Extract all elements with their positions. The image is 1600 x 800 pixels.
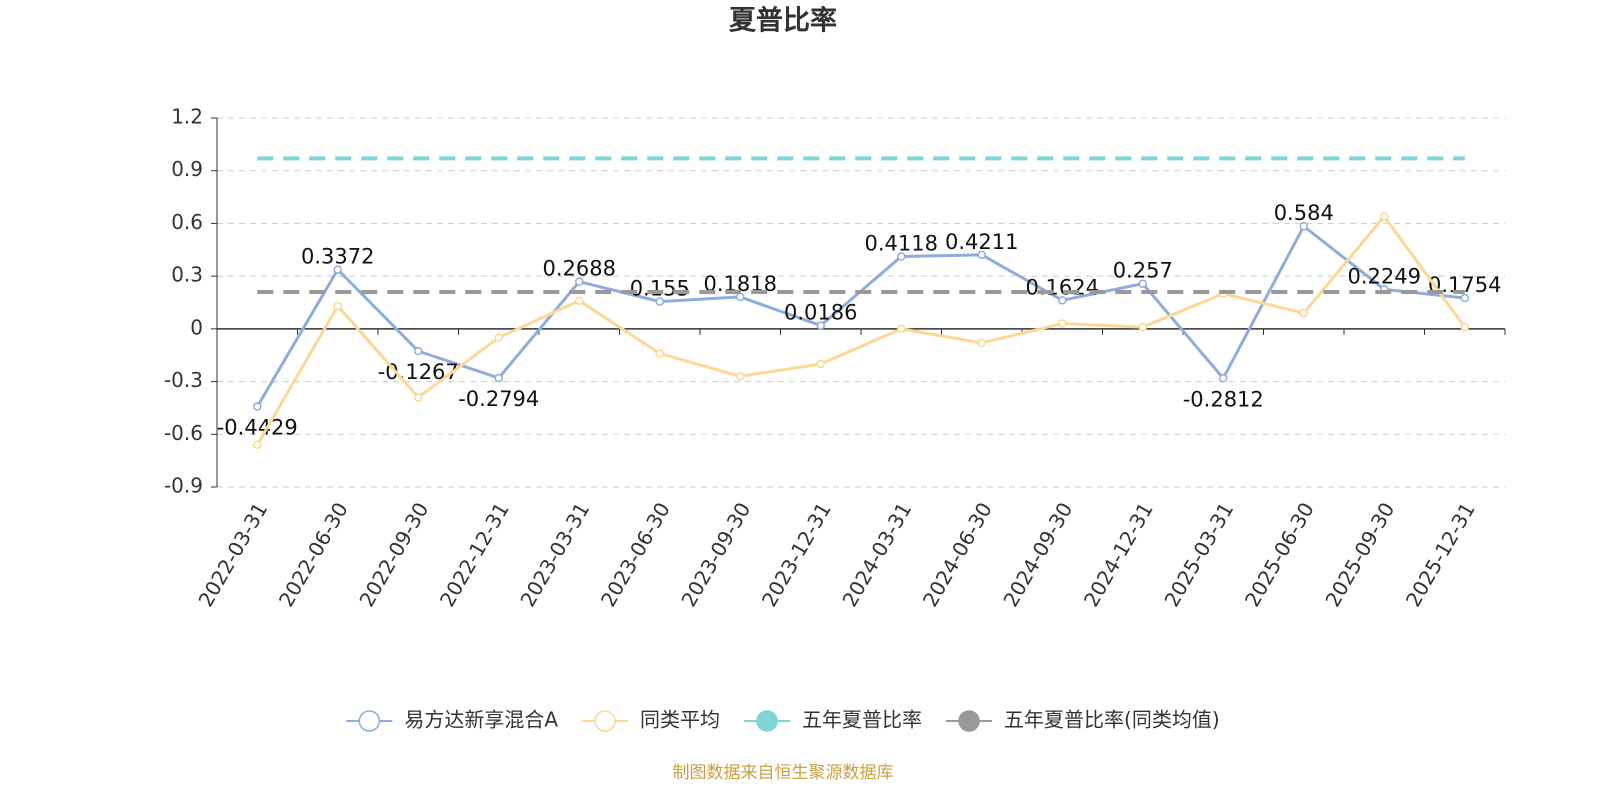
point — [897, 252, 906, 261]
data-label: -0.1267 — [378, 360, 459, 384]
footer: 制图数据来自恒生聚源数据库 — [673, 763, 894, 783]
x-tick-label: 2023-12-31 — [757, 498, 836, 611]
x-tick-label: 2023-03-31 — [515, 498, 594, 611]
y-tick-label: 0.6 — [171, 210, 203, 234]
x-tick-label: 2024-09-30 — [998, 498, 1077, 611]
point — [816, 321, 825, 330]
point — [575, 296, 584, 305]
point — [977, 338, 986, 348]
point — [977, 250, 986, 260]
y-tick-label: 0 — [190, 315, 203, 339]
y-tick-label: 0.3 — [171, 263, 203, 287]
y-tick-label: -0.6 — [164, 421, 203, 445]
point — [1299, 308, 1308, 318]
data-label: -0.4429 — [217, 416, 298, 440]
y-tick-label: 1.2 — [171, 105, 203, 129]
point — [1138, 279, 1147, 288]
legend-icon — [594, 710, 616, 732]
data-label: 0.4118 — [865, 231, 938, 255]
data-label: 0.2249 — [1348, 264, 1421, 288]
data-label: 0.3372 — [301, 245, 374, 269]
point — [655, 297, 664, 306]
y-tick-label: -0.3 — [164, 368, 203, 392]
legend-label[interactable]: 易方达新享混合A — [404, 708, 558, 732]
legend-icon — [958, 710, 980, 732]
data-label: 0.4211 — [945, 230, 1018, 254]
x-tick-label: 2024-12-31 — [1079, 498, 1158, 611]
data-label: 0.0186 — [784, 301, 857, 325]
data-label: 0.155 — [630, 277, 690, 301]
point — [575, 277, 584, 286]
point — [253, 440, 262, 450]
point — [1299, 221, 1308, 231]
legend-icon — [358, 710, 381, 732]
x-tick-label: 2023-06-30 — [596, 498, 675, 611]
x-tick-label: 2022-03-31 — [193, 498, 272, 611]
x-tick-label: 2025-09-30 — [1320, 498, 1399, 611]
point — [655, 349, 664, 358]
point — [816, 359, 825, 369]
point — [1138, 322, 1147, 332]
x-tick-label: 2024-03-31 — [837, 498, 916, 611]
point — [494, 373, 503, 383]
legend: 易方达新享混合A 同类平均 五年夏普比率 五年夏普比率(同类均值) — [346, 708, 1220, 732]
legend-label[interactable]: 同类平均 — [640, 708, 720, 732]
point — [897, 324, 906, 334]
data-label: -0.2812 — [1183, 387, 1264, 411]
y-tick-label: -0.9 — [164, 474, 203, 498]
point — [253, 402, 262, 411]
x-tick-label: 2022-12-31 — [435, 498, 514, 611]
point — [736, 372, 745, 381]
legend-icon — [756, 710, 778, 732]
x-tick-label: 2025-03-31 — [1159, 498, 1238, 611]
data-label: 0.257 — [1113, 259, 1173, 283]
series-line — [255, 213, 1466, 446]
x-tick-label: 2022-06-30 — [274, 498, 353, 611]
x-tick-label: 2025-06-30 — [1240, 498, 1319, 611]
x-tick-label: 2022-09-30 — [354, 498, 433, 611]
data-label: -0.2794 — [458, 387, 539, 411]
point — [333, 265, 342, 274]
point — [1058, 319, 1067, 328]
chart-title: 夏普比率 — [729, 5, 837, 37]
point — [1058, 296, 1067, 305]
legend-label[interactable]: 五年夏普比率(同类均值) — [1004, 708, 1220, 732]
point — [1219, 374, 1228, 383]
x-tick-label: 2025-12-31 — [1401, 498, 1480, 611]
x-tick-label: 2024-06-30 — [918, 498, 997, 611]
point — [414, 393, 423, 402]
point — [494, 333, 503, 342]
data-label: 0.584 — [1274, 201, 1334, 225]
point — [1380, 212, 1389, 221]
point — [414, 346, 423, 356]
point — [333, 301, 342, 311]
legend-label[interactable]: 五年夏普比率 — [802, 708, 922, 732]
point — [1460, 322, 1469, 332]
data-label: 0.1624 — [1026, 275, 1099, 299]
x-tick-label: 2023-09-30 — [676, 498, 755, 611]
data-label: 0.2688 — [543, 257, 616, 281]
point — [1460, 293, 1469, 303]
y-tick-label: 0.9 — [171, 157, 203, 181]
